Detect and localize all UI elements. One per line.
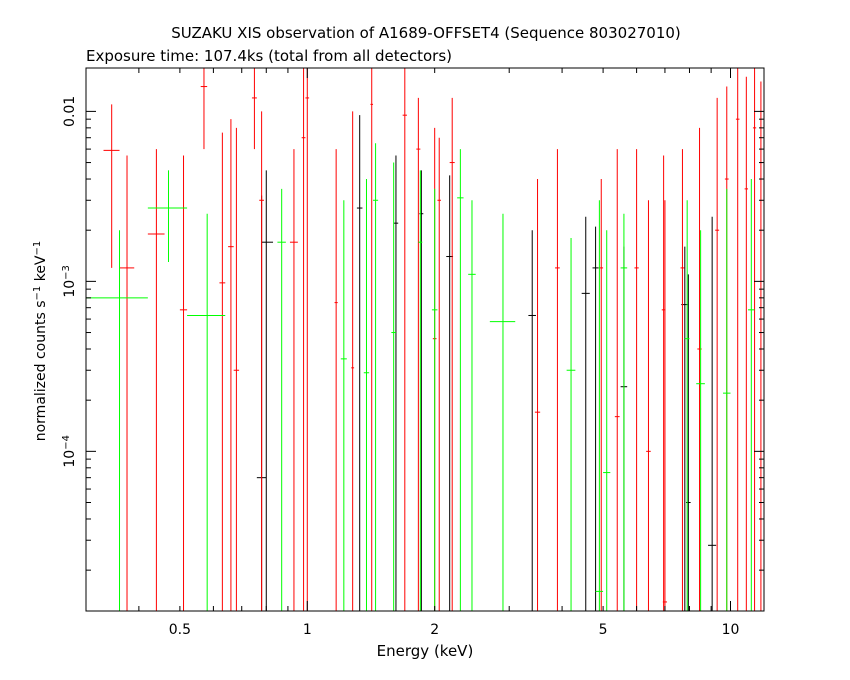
data-point [103, 104, 120, 268]
chart-subtitle: Exposure time: 107.4ks (total from all d… [86, 47, 452, 65]
axes-layer: 0.5 1 2 5 10 10−4 10−3 0.01 [61, 67, 765, 638]
data-point [614, 149, 620, 611]
data-point [356, 115, 363, 611]
data-point [528, 230, 536, 611]
x-tick-label: 10 [722, 622, 740, 638]
series-0 [256, 115, 717, 611]
data-point [393, 155, 399, 611]
x-tick-label: 0.5 [169, 622, 191, 638]
data-point [437, 137, 442, 611]
data-point [416, 97, 421, 611]
data-point [277, 188, 286, 611]
data-point [592, 226, 599, 611]
data-point [708, 216, 717, 611]
data-point [468, 200, 476, 611]
y-tick-label: 10−4 [61, 435, 79, 468]
data-point [534, 179, 541, 611]
data-point [735, 68, 740, 611]
data-point [581, 216, 590, 611]
data-point [147, 170, 188, 262]
data-point [595, 200, 604, 611]
data-point [200, 68, 208, 150]
data-point [489, 213, 516, 611]
x-tick-label: 2 [430, 622, 439, 638]
series-2 [86, 143, 755, 611]
data-point [261, 170, 274, 611]
data-point [251, 68, 257, 150]
data-point [340, 200, 347, 611]
data-point [646, 200, 651, 611]
data-point [566, 237, 576, 611]
data-point [289, 149, 298, 611]
data-point [715, 97, 720, 611]
data-point [748, 179, 755, 611]
data-point [603, 230, 611, 611]
x-tick-label: 1 [303, 622, 312, 638]
data-point [373, 143, 379, 611]
data-point [363, 179, 370, 611]
data-point [228, 119, 234, 611]
data-point [620, 213, 628, 611]
x-axis-label: Energy (keV) [377, 642, 474, 660]
data-point [449, 97, 455, 611]
x-tick-label: 5 [599, 622, 608, 638]
data-point [634, 149, 639, 611]
data-point [391, 162, 396, 611]
data-point [147, 149, 165, 611]
data-point [119, 155, 135, 611]
y-axis-label: normalized counts s−1 keV−1 [32, 241, 50, 442]
data-point [752, 68, 757, 611]
data-point [555, 149, 560, 611]
plot-frame [85, 67, 765, 612]
chart-title: SUZAKU XIS observation of A1689-OFFSET4 … [171, 24, 681, 42]
data-point [662, 200, 668, 611]
data-point [599, 179, 604, 611]
data-point [219, 132, 226, 611]
data-point [696, 230, 705, 611]
data-point [722, 188, 731, 611]
data-point [233, 127, 240, 611]
data-point [759, 81, 763, 611]
data-point [305, 68, 310, 611]
data-point [370, 68, 374, 611]
y-tick-label: 0.01 [62, 96, 78, 127]
data-layer [86, 68, 763, 611]
data-point [418, 170, 423, 611]
data-point [744, 76, 749, 611]
data-point [351, 111, 355, 611]
data-point [301, 68, 306, 611]
data-point [187, 213, 226, 611]
data-point [259, 111, 264, 611]
data-point [684, 200, 690, 611]
data-point [680, 149, 685, 611]
series-1 [103, 68, 763, 611]
data-point [86, 230, 148, 611]
data-point [179, 155, 188, 611]
data-point [431, 188, 438, 611]
y-tick-label: 10−3 [61, 265, 79, 298]
data-point [402, 68, 407, 611]
data-point [334, 149, 338, 611]
data-point [457, 149, 464, 611]
